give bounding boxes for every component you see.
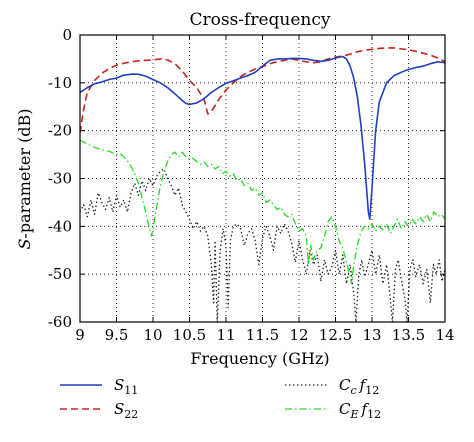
legend-label-f: f [359, 376, 368, 394]
y-tick-label: -10 [48, 74, 72, 92]
legend-label-subscript: 12 [367, 408, 381, 421]
x-tick-label: 9.5 [105, 326, 129, 344]
x-tick-label: 13 [362, 326, 381, 344]
legend-item: CE f12 [285, 400, 381, 421]
legend-item: S11 [60, 376, 138, 397]
x-tick-label: 11.5 [246, 326, 279, 344]
x-tick-label: 12 [289, 326, 308, 344]
legend-label: S11 [114, 376, 138, 397]
legend-label-main: C [339, 376, 351, 394]
x-tick-label: 14 [435, 326, 454, 344]
y-tick-label: -60 [48, 313, 72, 331]
legend-label-subscript: 11 [124, 384, 138, 397]
x-tick-label: 10 [143, 326, 162, 344]
legend-label-subscript: c [350, 384, 356, 397]
y-tick-label: -30 [48, 170, 72, 188]
legend-label: CE f12 [339, 400, 381, 421]
x-tick-label: 13.5 [392, 326, 425, 344]
y-tick-label: -20 [48, 122, 72, 140]
y-axis-title: S-parameter (dB) [15, 108, 34, 249]
series-line-ce-f12 [80, 139, 445, 285]
x-tick-label: 12.5 [319, 326, 352, 344]
series-line-s11 [80, 55, 445, 220]
chart-title: Cross-frequency [189, 10, 330, 30]
legend-label-main: S [114, 376, 124, 394]
x-axis-title: Frequency (GHz) [190, 349, 329, 368]
y-tick-label: 0 [62, 26, 72, 44]
y-axis-title-rest: -parameter (dB) [15, 108, 34, 238]
legend-label-main: C [339, 400, 351, 418]
x-tick-label: 11 [216, 326, 235, 344]
x-tick-label: 9 [75, 326, 85, 344]
series-layer [80, 47, 445, 322]
legend-label: Cc f12 [339, 376, 379, 397]
x-tick-label: 10.5 [173, 326, 206, 344]
legend-label-subscript: 12 [365, 384, 379, 397]
legend-label-main: S [114, 400, 124, 418]
legend-item: S22 [60, 400, 138, 421]
legend-item: Cc f12 [285, 376, 379, 397]
legend-label: S22 [114, 400, 138, 421]
legend-label-subscript: 22 [124, 408, 138, 421]
y-tick-label: -50 [48, 265, 72, 283]
legend-label-f: f [361, 400, 370, 418]
y-axis-title-s: S [15, 239, 34, 250]
legend-label-subscript: E [349, 408, 358, 421]
tick-labels: 9 9.5 10 10.5 11 11.5 12 12.5 13 13.5 14 0 -10 -20 -30… [48, 26, 455, 344]
svg-text:S-parameter (dB): S-parameter (dB) [15, 108, 34, 249]
y-tick-label: -40 [48, 217, 72, 235]
series-line-s22 [80, 47, 445, 134]
